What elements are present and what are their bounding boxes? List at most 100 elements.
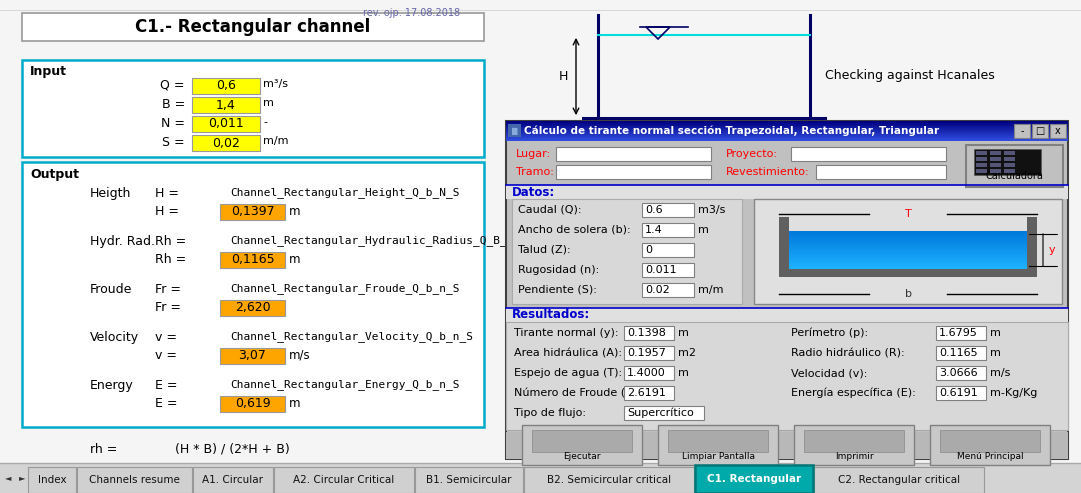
Bar (789, 255, 1027, 256)
Text: y: y (1049, 245, 1056, 255)
Text: Energía específica (E):: Energía específica (E): (791, 388, 916, 398)
Text: N =: N = (161, 117, 185, 130)
Text: Menú Principal: Menú Principal (957, 452, 1024, 461)
Bar (522, 425, 642, 465)
Bar (789, 264, 1027, 265)
Text: rh =: rh = (90, 443, 118, 456)
Text: 0: 0 (645, 245, 652, 255)
Text: Radio hidráulico (R):: Radio hidráulico (R): (791, 348, 905, 358)
Bar (789, 237, 1027, 238)
Bar (976, 163, 987, 167)
Text: m: m (289, 253, 301, 266)
Bar (1004, 169, 1015, 173)
Text: Lugar:: Lugar: (516, 149, 551, 159)
Text: Checking against Hcanales: Checking against Hcanales (825, 69, 995, 81)
Bar (789, 268, 1027, 269)
Text: 0,02: 0,02 (212, 137, 240, 149)
Bar (789, 250, 1027, 251)
Bar (506, 185, 1068, 199)
Bar (192, 78, 261, 94)
Text: Area hidráulica (A):: Area hidráulica (A): (513, 348, 622, 358)
Bar (506, 140, 1068, 141)
Bar (221, 252, 285, 268)
Text: Heigth: Heigth (90, 187, 132, 200)
Bar (789, 252, 1027, 253)
Text: Channel_Rectangular_Froude_Q_b_n_S: Channel_Rectangular_Froude_Q_b_n_S (230, 283, 459, 294)
Bar (506, 133, 1068, 134)
Bar (508, 124, 521, 137)
Text: ◄: ◄ (4, 473, 11, 483)
Text: T: T (905, 209, 911, 219)
Bar (642, 223, 694, 237)
Bar (789, 243, 1027, 244)
Bar (789, 247, 1027, 248)
Bar (789, 234, 1027, 235)
Bar (642, 263, 694, 277)
Text: Hydr. Rad.: Hydr. Rad. (90, 235, 155, 248)
Text: m: m (263, 98, 273, 108)
Text: -: - (1020, 126, 1024, 136)
Bar (506, 123, 1068, 124)
Text: Fr =: Fr = (155, 301, 181, 314)
Bar (506, 135, 1068, 136)
Bar (221, 300, 285, 316)
Text: □: □ (1036, 126, 1044, 136)
Text: Espejo de agua (T):: Espejo de agua (T): (513, 368, 623, 378)
Text: 0.1957: 0.1957 (627, 348, 666, 358)
Text: m/s: m/s (990, 368, 1011, 378)
Text: 0,011: 0,011 (209, 117, 244, 131)
Bar (930, 425, 1050, 465)
Text: Limpiar Pantalla: Limpiar Pantalla (681, 452, 755, 461)
Bar (506, 125, 1068, 126)
Bar (642, 243, 694, 257)
Bar (789, 263, 1027, 264)
Bar (221, 348, 285, 364)
Text: Perímetro (p):: Perímetro (p): (791, 328, 868, 339)
Text: x: x (1055, 126, 1060, 136)
Text: (H * B) / (2*H + B): (H * B) / (2*H + B) (175, 443, 290, 456)
Text: 0.1165: 0.1165 (939, 348, 977, 358)
Text: m-Kg/Kg: m-Kg/Kg (990, 388, 1038, 398)
Text: Channel_Rectangular_Velocity_Q_b_n_S: Channel_Rectangular_Velocity_Q_b_n_S (230, 331, 473, 342)
Text: v =: v = (155, 331, 177, 344)
Text: B =: B = (162, 98, 185, 111)
Bar (789, 253, 1027, 254)
Text: B1. Semicircular: B1. Semicircular (426, 475, 511, 485)
Bar (789, 266, 1027, 267)
Bar (506, 121, 1068, 459)
Text: Output: Output (30, 168, 79, 181)
Bar (974, 149, 1041, 175)
Bar (936, 326, 986, 340)
Bar (624, 326, 673, 340)
Text: Q =: Q = (160, 79, 185, 92)
Bar (779, 269, 1037, 277)
Bar (624, 406, 704, 420)
Bar (789, 248, 1027, 249)
Bar (789, 236, 1027, 237)
Text: A1. Circular: A1. Circular (202, 475, 264, 485)
Bar (789, 261, 1027, 262)
Bar (789, 241, 1027, 242)
Bar (695, 465, 813, 493)
Text: 0.02: 0.02 (645, 285, 670, 295)
Text: m/s: m/s (289, 349, 310, 362)
Text: m: m (698, 225, 709, 235)
Text: m2: m2 (678, 348, 696, 358)
Bar (668, 430, 768, 452)
Text: m³/s: m³/s (263, 79, 288, 89)
Bar (506, 132, 1068, 133)
Text: 0.1398: 0.1398 (627, 328, 666, 338)
Bar (22, 60, 484, 157)
Text: 0.6191: 0.6191 (939, 388, 977, 398)
Bar (506, 432, 1068, 459)
Text: m: m (289, 397, 301, 410)
Bar (77, 467, 192, 493)
Text: Tramo:: Tramo: (516, 167, 553, 177)
Bar (976, 157, 987, 161)
Bar (779, 217, 789, 277)
Bar (506, 131, 1068, 132)
Bar (789, 259, 1027, 260)
Text: S =: S = (162, 136, 185, 149)
Bar (1027, 217, 1037, 277)
Bar (789, 267, 1027, 268)
